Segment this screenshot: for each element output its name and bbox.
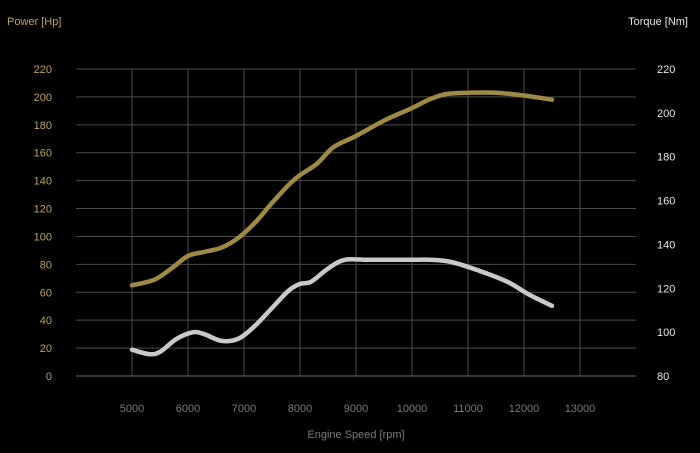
y-right-tick-label: 180 xyxy=(657,152,675,164)
y-left-tick-label: 140 xyxy=(34,176,52,188)
y-left-tick-label: 0 xyxy=(46,371,52,383)
x-axis-title: Engine Speed [rpm] xyxy=(307,429,404,441)
y-left-tick-label: 100 xyxy=(34,231,52,243)
x-tick-label: 13000 xyxy=(565,403,596,415)
x-tick-label: 6000 xyxy=(176,403,200,415)
y-right-tick-label: 140 xyxy=(657,239,675,251)
y-left-tick-label: 180 xyxy=(34,120,52,132)
y-right-tick-label: 80 xyxy=(657,371,669,383)
x-tick-label: 8000 xyxy=(288,403,312,415)
x-tick-label: 9000 xyxy=(344,403,368,415)
x-tick-label: 11000 xyxy=(453,403,483,415)
y-right-tick-label: 220 xyxy=(657,64,675,76)
right-axis-title: Torque [Nm] xyxy=(628,16,688,28)
y-left-tick-label: 60 xyxy=(40,287,52,299)
y-left-tick-label: 120 xyxy=(34,204,52,216)
y-left-tick-label: 40 xyxy=(40,315,52,327)
series-lines xyxy=(129,90,555,357)
tick-labels: 0 20 40 60 80 100 120 140 160 180 200 220 5000 6000 70… xyxy=(34,64,676,415)
x-tick-label: 10000 xyxy=(397,403,428,415)
y-right-tick-label: 200 xyxy=(657,108,675,120)
left-axis-title: Power [Hp] xyxy=(7,16,61,28)
x-tick-label: 5000 xyxy=(120,403,144,415)
torque-series-line xyxy=(129,256,555,357)
y-left-tick-label: 80 xyxy=(40,259,52,271)
y-left-tick-label: 160 xyxy=(34,148,52,160)
x-tick-label: 7000 xyxy=(232,403,256,415)
y-left-tick-label: 200 xyxy=(34,92,52,104)
y-right-tick-label: 160 xyxy=(657,196,675,208)
y-left-tick-label: 20 xyxy=(40,343,52,355)
grid-lines xyxy=(76,68,636,377)
power-series-line xyxy=(129,90,555,288)
y-left-tick-label: 220 xyxy=(34,64,52,76)
y-right-tick-label: 120 xyxy=(657,283,675,295)
y-right-tick-label: 100 xyxy=(657,327,675,339)
x-tick-label: 12000 xyxy=(509,403,540,415)
